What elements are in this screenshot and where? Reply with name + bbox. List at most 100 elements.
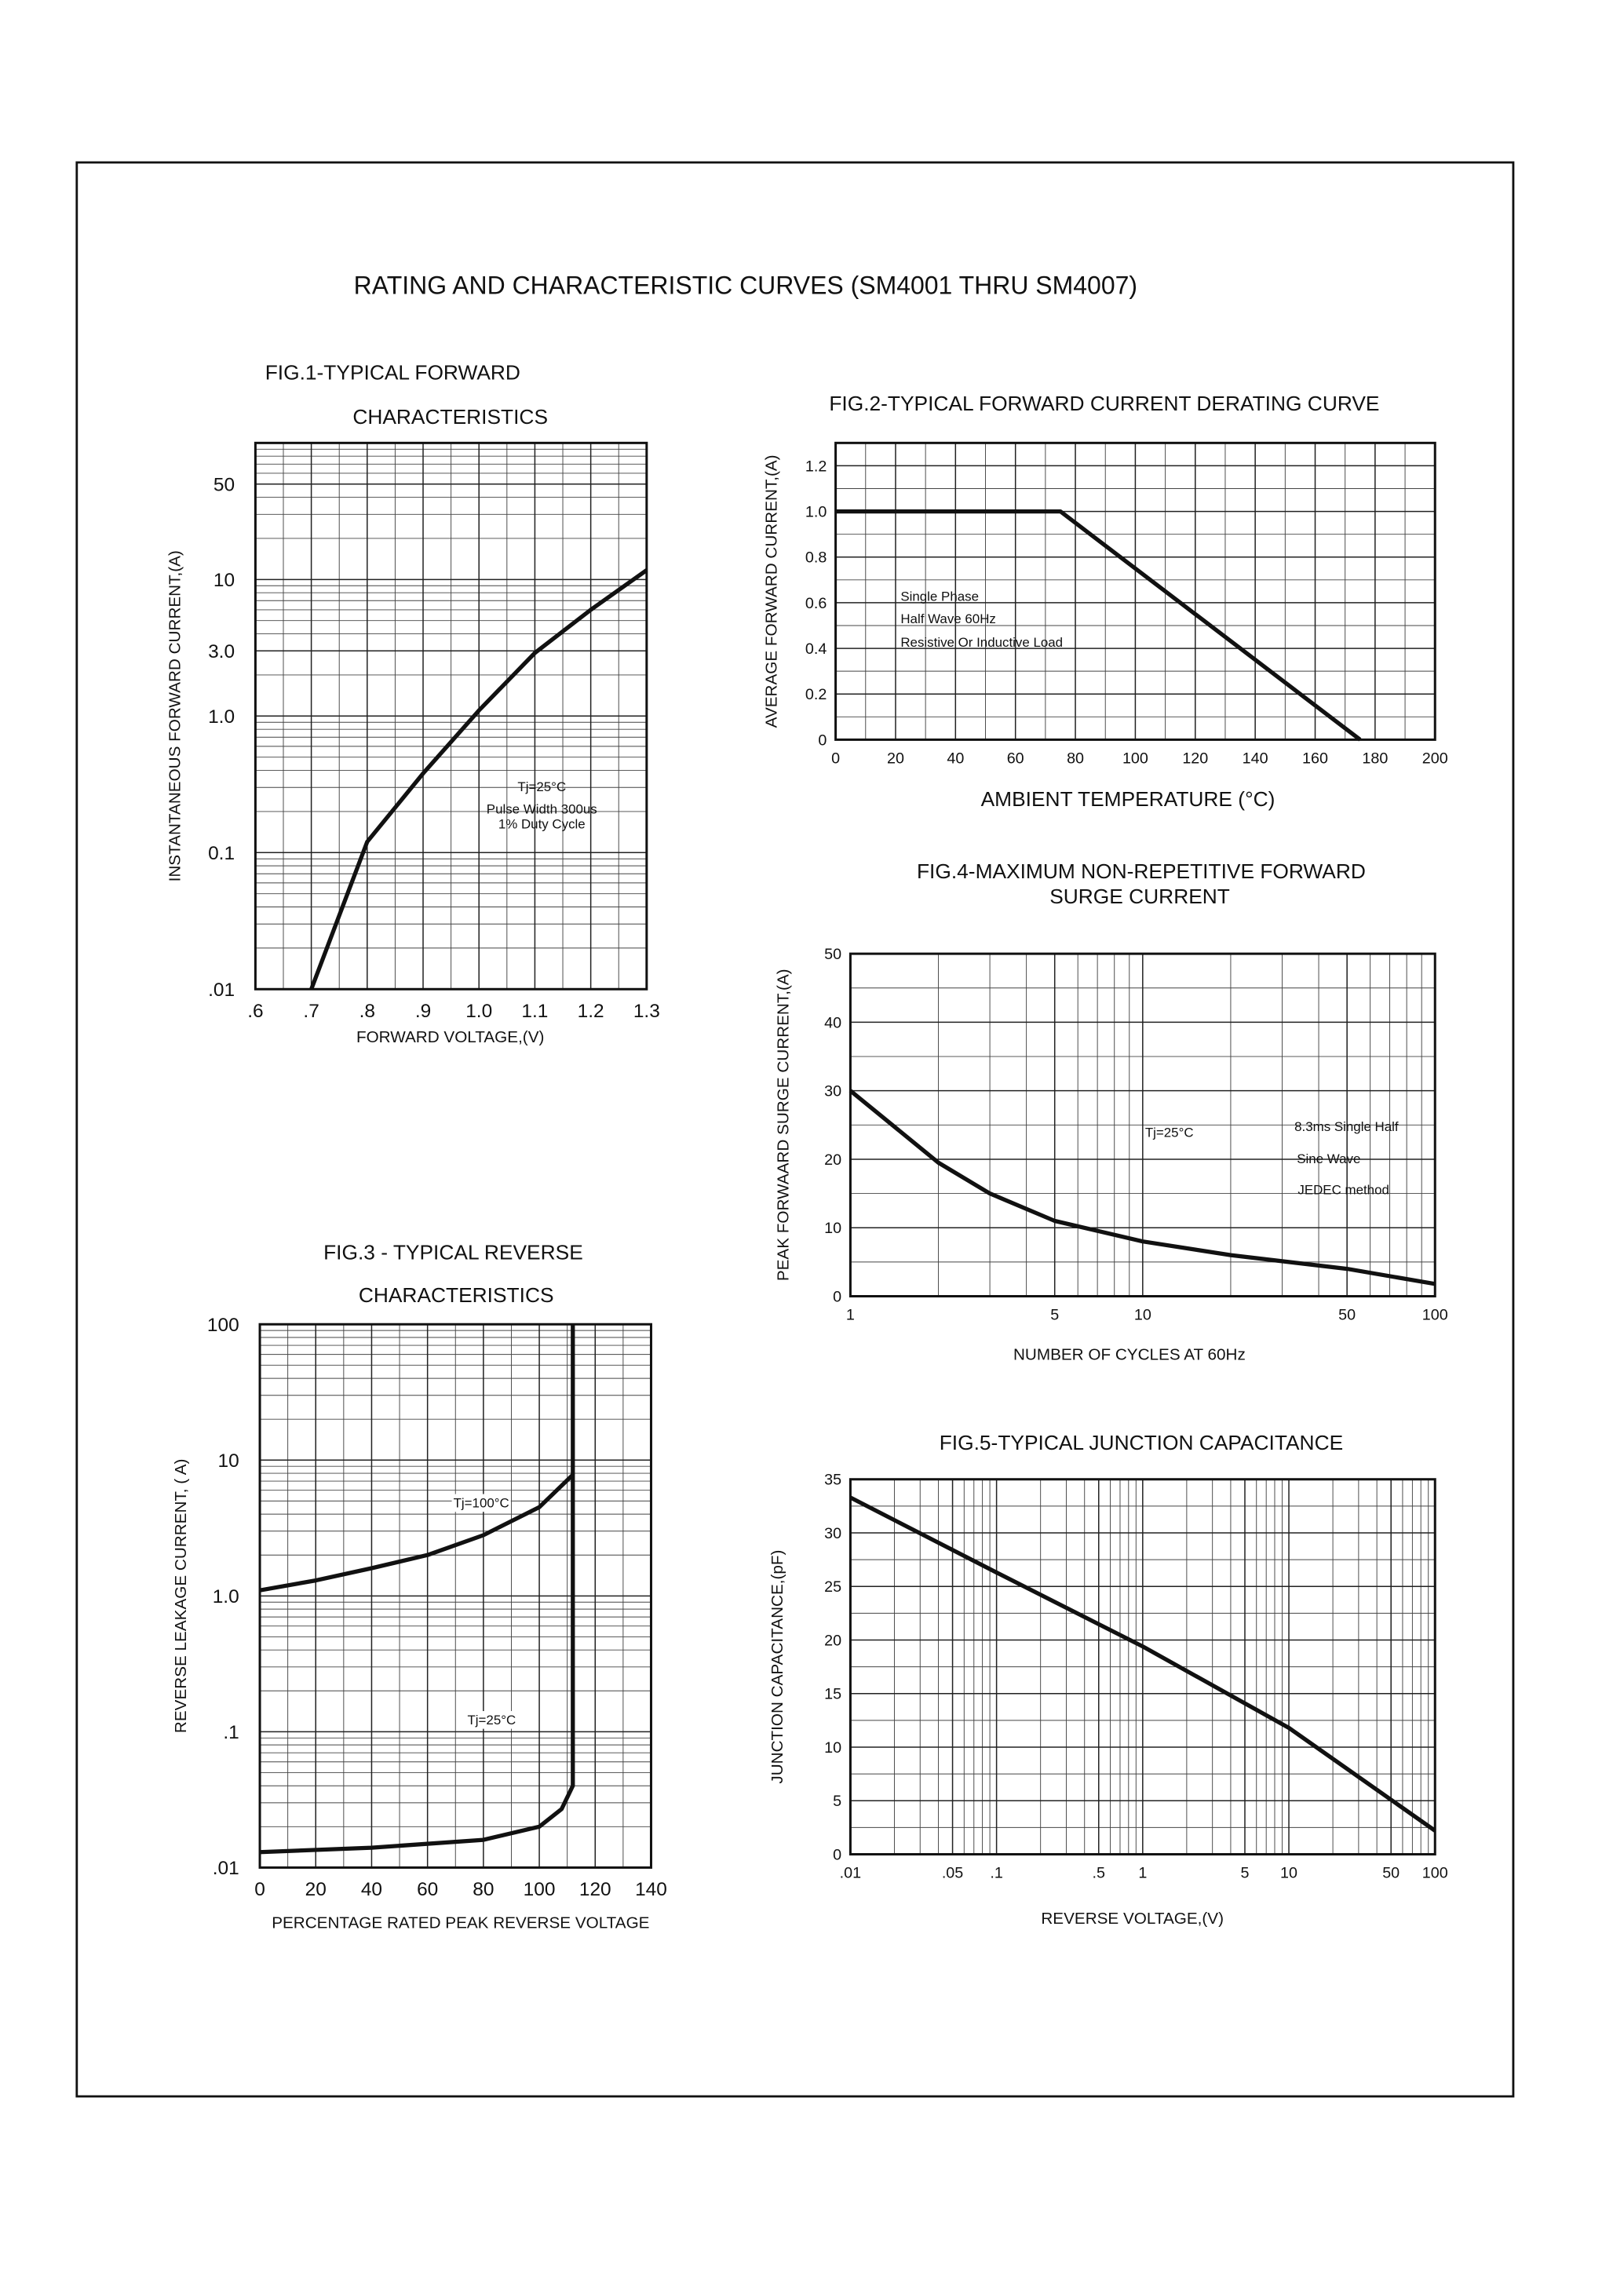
y-tick-label: 5 (833, 1793, 841, 1810)
y-tick-label: 0.2 (805, 686, 827, 703)
y-tick-label: 35 (824, 1472, 841, 1489)
y-tick-label: 50 (824, 946, 841, 963)
x-tick-label: 10 (1134, 1307, 1151, 1324)
x-tick-label: 0 (254, 1879, 265, 1900)
curve (259, 1473, 575, 1593)
annotation: 1% Duty Cycle (498, 816, 586, 831)
plot-frame (834, 441, 1436, 741)
x-tick-label: 100 (1422, 1307, 1448, 1324)
y-tick-label: 10 (213, 570, 235, 591)
x-axis-label: AMBIENT TEMPERATURE (°C) (981, 787, 1275, 811)
x-tick-label: 50 (1382, 1865, 1400, 1882)
x-tick-label: 40 (947, 750, 964, 767)
x-tick-label: 1.0 (465, 1001, 492, 1022)
annotation: Sine Wave (1297, 1151, 1360, 1166)
y-tick-label: 10 (218, 1450, 239, 1472)
y-tick-label: 0 (818, 732, 827, 749)
x-tick-label: 120 (579, 1879, 611, 1900)
x-tick-label: 140 (635, 1879, 667, 1900)
x-tick-label: 5 (1050, 1307, 1059, 1324)
y-tick-label: 100 (207, 1315, 239, 1336)
x-tick-label: 0 (831, 750, 840, 767)
x-axis-label: NUMBER OF CYCLES AT 60Hz (1013, 1345, 1246, 1363)
x-tick-label: 1.2 (578, 1001, 604, 1022)
curve (259, 1324, 575, 1855)
y-tick-label: 30 (824, 1525, 841, 1542)
y-tick-label: 25 (824, 1578, 841, 1596)
y-tick-label: 40 (824, 1014, 841, 1031)
x-tick-label: .1 (990, 1865, 1002, 1882)
x-tick-label: 100 (1122, 750, 1148, 767)
chart-title: FIG.3 - TYPICAL REVERSE (323, 1240, 583, 1264)
x-tick-label: 160 (1302, 750, 1328, 767)
x-axis-label: PERCENTAGE RATED PEAK REVERSE VOLTAGE (272, 1914, 649, 1932)
y-tick-label: .01 (213, 1858, 239, 1879)
plot-frame (258, 1323, 652, 1869)
y-tick-label: 0.1 (208, 843, 235, 864)
y-tick-label: 1.0 (805, 503, 827, 520)
y-tick-label: 0.4 (805, 640, 827, 658)
x-tick-label: 5 (1240, 1865, 1249, 1882)
y-tick-label: 15 (824, 1686, 841, 1703)
annotation: Resistive Or Inductive Load (900, 635, 1063, 650)
x-tick-label: 20 (305, 1879, 327, 1900)
curve (849, 1495, 1436, 1833)
annotation: Half Wave 60Hz (900, 611, 996, 626)
x-tick-label: 60 (1007, 750, 1024, 767)
annotation: Pulse Width 300us (487, 801, 597, 816)
y-tick-label: .01 (208, 980, 235, 1001)
x-tick-label: 40 (361, 1879, 382, 1900)
x-tick-label: 1.3 (633, 1001, 660, 1022)
x-tick-label: 1.1 (521, 1001, 548, 1022)
chart-title: FIG.4-MAXIMUM NON-REPETITIVE FORWARD (917, 859, 1366, 883)
page-border (75, 161, 1515, 2098)
y-axis-label: JUNCTION CAPACITANCE,(pF) (768, 1550, 786, 1784)
x-tick-label: .05 (942, 1865, 963, 1882)
x-tick-label: .9 (415, 1001, 431, 1022)
x-tick-label: .8 (359, 1001, 375, 1022)
chart-title: CHARACTERISTICS (352, 405, 548, 429)
x-tick-label: 100 (524, 1879, 556, 1900)
chart-title: CHARACTERISTICS (359, 1283, 554, 1307)
series-label: Tj=25°C (467, 1713, 516, 1728)
y-tick-label: 0.8 (805, 549, 827, 567)
annotation: 8.3ms Single Half (1294, 1119, 1399, 1134)
y-axis-label: AVERAGE FORWARD CURRENT,(A) (762, 454, 780, 728)
series-label: Tj=100°C (454, 1495, 509, 1510)
y-tick-label: 50 (213, 474, 235, 495)
y-tick-label: 1.0 (213, 1586, 239, 1607)
y-axis-label: INSTANTANEOUS FORWARD CURRENT,(A) (166, 550, 184, 881)
y-tick-label: 30 (824, 1083, 841, 1100)
y-tick-label: .1 (223, 1722, 239, 1743)
x-tick-label: .7 (303, 1001, 319, 1022)
y-tick-label: 1.2 (805, 458, 827, 475)
y-tick-label: 10 (824, 1220, 841, 1237)
x-tick-label: .01 (840, 1865, 861, 1882)
chart-title: SURGE CURRENT (1049, 885, 1230, 908)
annotation: Tj=25°C (1145, 1125, 1194, 1140)
x-tick-label: 100 (1422, 1865, 1448, 1882)
x-tick-label: 60 (417, 1879, 438, 1900)
x-tick-label: 50 (1338, 1307, 1356, 1324)
x-tick-label: 1 (846, 1307, 855, 1324)
x-axis-label: FORWARD VOLTAGE,(V) (356, 1028, 544, 1046)
plot-frame (848, 952, 1436, 1298)
x-tick-label: 80 (473, 1879, 494, 1900)
annotation: JEDEC method (1297, 1183, 1389, 1198)
annotation: Single Phase (900, 589, 979, 604)
y-tick-label: 0 (833, 1846, 841, 1863)
plot-frame (254, 441, 648, 991)
y-tick-label: 3.0 (208, 641, 235, 662)
chart-title: FIG.1-TYPICAL FORWARD (265, 360, 520, 384)
x-tick-label: 20 (887, 750, 904, 767)
x-tick-label: 10 (1280, 1865, 1297, 1882)
y-axis-label: REVERSE LEAKAGE CURRENT, ( A) (172, 1459, 190, 1733)
y-tick-label: 0.6 (805, 595, 827, 612)
page-title: RATING AND CHARACTERISTIC CURVES (SM4001… (354, 271, 1137, 299)
y-tick-label: 10 (824, 1739, 841, 1757)
plot-frame (848, 1478, 1436, 1855)
annotation: Tj=25°C (517, 779, 566, 794)
x-tick-label: 120 (1182, 750, 1208, 767)
x-tick-label: .5 (1093, 1865, 1105, 1882)
